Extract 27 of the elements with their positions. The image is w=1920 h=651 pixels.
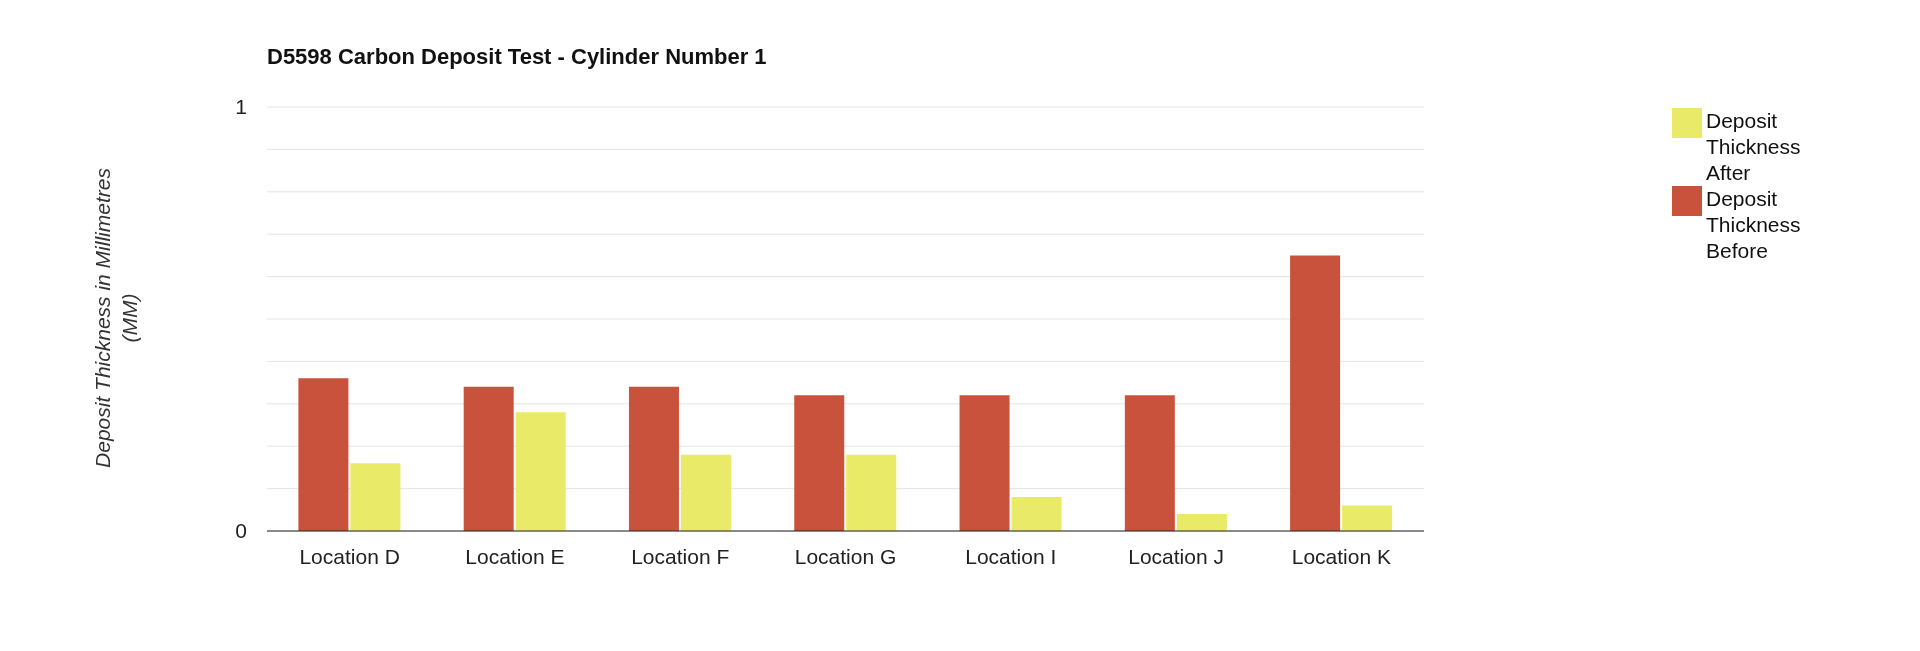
bar xyxy=(959,395,1010,531)
legend-label: Deposit Thickness Before xyxy=(1706,186,1802,264)
x-tick-label: Location F xyxy=(631,544,730,568)
y-tick-label: 0 xyxy=(235,519,247,543)
y-tick-label: 1 xyxy=(235,95,247,119)
y-axis-title: Deposit Thickness in Millimetres (MM) xyxy=(90,167,142,470)
x-tick-label: Location G xyxy=(794,544,897,568)
bar xyxy=(628,386,679,531)
bar xyxy=(1342,505,1393,531)
bar xyxy=(298,378,349,531)
chart-title: D5598 Carbon Deposit Test - Cylinder Number 1 xyxy=(267,44,767,70)
bar xyxy=(463,386,514,531)
bar xyxy=(1176,514,1227,531)
bar xyxy=(350,463,401,531)
bar xyxy=(680,454,731,531)
bar xyxy=(1011,497,1062,531)
x-tick-label: Location E xyxy=(465,544,565,568)
legend-label: Deposit Thickness After xyxy=(1706,108,1802,186)
x-tick-label: Location D xyxy=(299,544,400,568)
x-tick-label: Location J xyxy=(1128,544,1224,568)
bar xyxy=(794,395,845,531)
x-tick-label: Location I xyxy=(965,544,1057,568)
bar xyxy=(515,412,566,531)
bar xyxy=(846,454,897,531)
x-tick-label: Location K xyxy=(1291,544,1391,568)
bar xyxy=(1124,395,1175,531)
bar xyxy=(1290,255,1341,531)
